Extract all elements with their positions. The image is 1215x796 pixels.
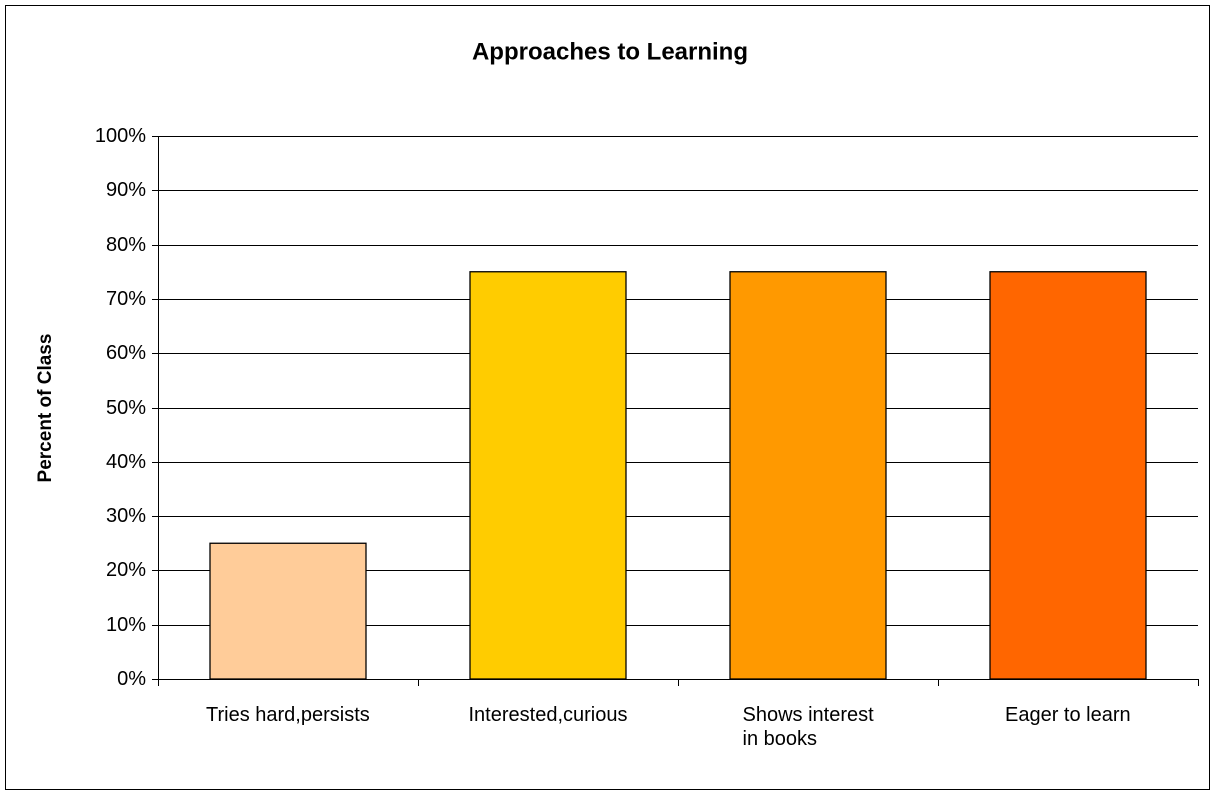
x-tick-label: Interested,curious: [468, 704, 628, 726]
y-axis-label: Percent of Class: [35, 334, 56, 483]
y-tick-label: 20%: [106, 559, 146, 581]
y-tick-label: 40%: [106, 451, 146, 473]
y-tick-label: 50%: [106, 397, 146, 419]
bar: [729, 271, 887, 680]
y-tick-label: 30%: [106, 505, 146, 527]
y-tick-label: 60%: [106, 342, 146, 364]
y-tick-label: 80%: [106, 234, 146, 256]
y-tick-label: 10%: [106, 614, 146, 636]
y-tick-label: 70%: [106, 288, 146, 310]
x-tick-label: Shows interest in books: [742, 704, 874, 750]
y-tick-label: 100%: [95, 125, 146, 147]
bar: [209, 542, 367, 680]
x-tick-label: Tries hard,persists: [206, 704, 370, 726]
y-tick-label: 90%: [106, 179, 146, 201]
x-tick-label: Eager to learn: [1005, 704, 1131, 726]
bar: [989, 271, 1147, 680]
y-tick-label: 0%: [117, 668, 146, 690]
bar: [469, 271, 627, 680]
chart-title: Approaches to Learning: [472, 38, 748, 65]
